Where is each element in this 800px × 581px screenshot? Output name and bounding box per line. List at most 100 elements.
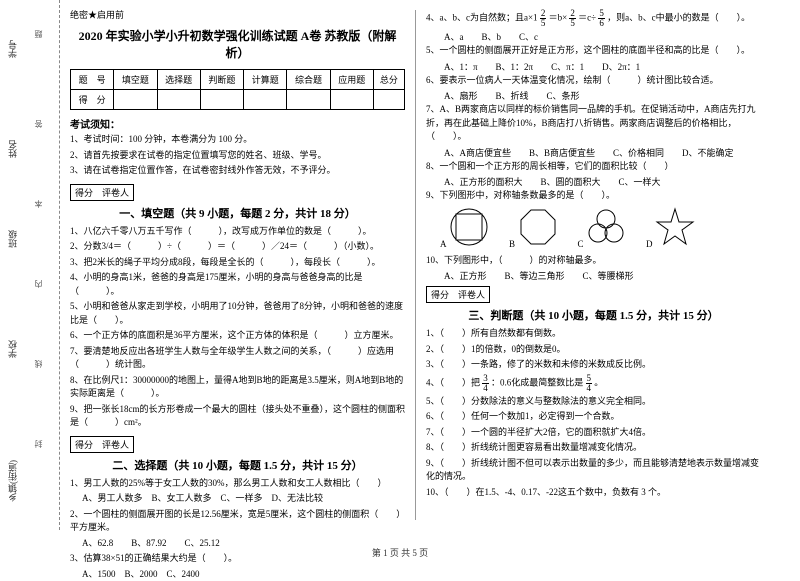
q1: 1、八亿六千零八万五千写作（ ），改写成万作单位的数是（ ）。 — [70, 225, 405, 239]
guide-char: 封 — [33, 440, 44, 448]
label-class: 班级 — [6, 230, 19, 248]
section2-title: 二、选择题（共 10 小题，每题 1.5 分，共计 15 分） — [70, 457, 405, 473]
rq4: 4、a、b、c为自然数；且a×1 25 ＝b× 25 ＝c÷ 56 ，则a、b、… — [426, 9, 761, 28]
q2: 2、分数3/4＝（ ）÷（ ）＝（ ）／24＝（ ）（小数）。 — [70, 240, 405, 254]
q4: 4、小明的身高1米，爸爸的身高是175厘米，小明的身高与爸爸身高的比是（ ）。 — [70, 271, 405, 298]
notice-heading: 考试须知： — [70, 116, 405, 131]
square-in-circle-icon — [449, 207, 489, 247]
page-footer: 第 1 页 共 5 页 — [0, 546, 800, 559]
s2q2: 2、一个圆柱的侧面展开图的长是12.56厘米，宽是5厘米，这个圆柱的侧面积（ ）… — [70, 508, 405, 535]
j5: 5、（ ）分数除法的意义与整数除法的意义完全相同。 — [426, 395, 761, 409]
s2q3-options: A、1500 B、2000 C、2400 — [70, 568, 405, 581]
s2q1: 1、男工人数的25%等于女工人数的30%，那么男工人数和女工人数相比（ ） — [70, 477, 405, 491]
label-id: 学号 — [6, 40, 19, 58]
q8: 8、在比例尺1：30000000的地图上，量得A地到B地的距离是3.5厘米，则A… — [70, 374, 405, 401]
section3-title: 三、判断题（共 10 小题，每题 1.5 分，共计 15 分） — [426, 307, 761, 323]
rq4-c: ＝c÷ — [578, 13, 596, 23]
star-icon — [655, 207, 695, 247]
section1-title: 一、填空题（共 9 小题，每题 2 分，共计 18 分） — [70, 205, 405, 221]
rq4-options: A、a B、b C、c — [426, 30, 761, 43]
j10: 10、（ ）在1.5、-4、0.17、-22这五个数中，负数有 3 个。 — [426, 486, 761, 500]
shape-a: A — [440, 207, 489, 250]
scorer-box: 得分 评卷人 — [426, 286, 490, 303]
shape-label-c: C — [578, 239, 584, 249]
th: 题 号 — [71, 70, 114, 90]
left-column: 绝密★启用前 2020 年实验小学小升初数学强化训练试题 A卷 苏教版（附解析）… — [60, 0, 415, 530]
frac-5-4: 54 — [586, 374, 593, 393]
three-circles-icon — [586, 207, 626, 247]
j8: 8、（ ）折线统计图更容易看出数量增减变化情况。 — [426, 441, 761, 455]
rq4-b: ＝b× — [549, 13, 568, 23]
rq7: 7、A、B两家商店以同样的标价销售同一品牌的手机。在促销活动中，A商店先打九折，… — [426, 103, 761, 144]
octagon-icon — [518, 207, 558, 247]
frac-3-4: 34 — [482, 374, 489, 393]
q9: 9、把一张长18cm的长方形卷成一个最大的圆柱（接头处不重叠），这个圆柱的侧面积… — [70, 403, 405, 430]
j4-a: 4、（ ）把 — [426, 377, 480, 387]
q3: 3、把2米长的绳子平均分成8段，每段是全长的（ ），每段长（ ）。 — [70, 256, 405, 270]
rq8: 8、一个圆和一个正方形的周长相等，它们的面积比较（ ） — [426, 160, 761, 174]
j4-c: 。 — [594, 377, 603, 387]
page-container: 绝密★启用前 2020 年实验小学小升初数学强化训练试题 A卷 苏教版（附解析）… — [0, 0, 800, 530]
j6: 6、（ ）任何一个数加1，必定得到一个合数。 — [426, 410, 761, 424]
shape-options: A B C D — [440, 207, 761, 250]
s2q1-options: A、男工人数多 B、女工人数多 C、一样多 D、无法比较 — [70, 492, 405, 506]
rq4-a: 4、a、b、c为自然数；且a×1 — [426, 13, 538, 23]
rq7-options: A、A商店便宜些 B、B商店便宜些 C、价格相同 D、不能确定 — [426, 146, 761, 159]
shape-label-b: B — [509, 239, 515, 249]
rq10-options: A、正方形 B、等边三角形 C、等腰梯形 — [426, 269, 761, 282]
shape-d: D — [646, 207, 695, 250]
shape-label-a: A — [440, 239, 447, 249]
frac-5-6: 56 — [598, 9, 605, 28]
label-name: 姓名 — [6, 140, 19, 158]
label-school: 学校 — [6, 340, 19, 358]
j1: 1、（ ）所有自然数都有倒数。 — [426, 327, 761, 341]
q5: 5、小明和爸爸从家走到学校，小明用了10分钟，爸爸用了8分钟，小明和爸爸的速度比… — [70, 300, 405, 327]
th: 综合题 — [287, 70, 330, 90]
th: 应用题 — [330, 70, 373, 90]
guide-char: 题 — [33, 30, 44, 38]
j2: 2、（ ）1的倍数，0的倒数是0。 — [426, 343, 761, 357]
td: 得 分 — [71, 90, 114, 110]
frac-2-5: 25 — [540, 9, 547, 28]
table-row: 题 号 填空题 选择题 判断题 计算题 综合题 应用题 总分 — [71, 70, 405, 90]
notice-item: 2、请首先按要求在试卷的指定位置填写您的姓名、班级、学号。 — [70, 149, 405, 163]
rq6: 6、要表示一位病人一天体温变化情况，绘制（ ）统计图比较合适。 — [426, 74, 761, 88]
q6: 6、一个正方体的底面积是36平方厘米，这个正方体的体积是（ ）立方厘米。 — [70, 329, 405, 343]
shape-b: B — [509, 207, 558, 250]
binding-margin: 学号 姓名 班级 学校 乡镇(街道) 题 答 本 内 线 封 — [0, 0, 60, 530]
scorer-box: 得分 评卷人 — [70, 184, 134, 201]
frac-2-5: 25 — [569, 9, 576, 28]
td — [114, 90, 157, 110]
shape-c: C — [578, 207, 627, 250]
j3: 3、（ ）一条路，修了的米数和未修的米数成反比例。 — [426, 358, 761, 372]
right-column: 4、a、b、c为自然数；且a×1 25 ＝b× 25 ＝c÷ 56 ，则a、b、… — [416, 0, 771, 530]
score-table: 题 号 填空题 选择题 判断题 计算题 综合题 应用题 总分 得 分 — [70, 69, 405, 110]
j7: 7、（ ）一个圆的半径扩大2倍，它的面积就扩大4倍。 — [426, 426, 761, 440]
shape-label-d: D — [646, 239, 653, 249]
j9: 9、（ ）折线统计图不但可以表示出数量的多少，而且能够清楚地表示数量增减变化的情… — [426, 457, 761, 484]
guide-char: 答 — [33, 120, 44, 128]
j4: 4、（ ）把 34 ：0.6化成最简整数比是 54 。 — [426, 374, 761, 393]
rq9: 9、下列图形中，对称轴条数最多的是（ ）。 — [426, 189, 761, 203]
th: 总分 — [373, 70, 404, 90]
guide-char: 内 — [33, 280, 44, 288]
table-row: 得 分 — [71, 90, 405, 110]
rq6-options: A、扇形 B、折线 C、条形 — [426, 89, 761, 102]
guide-char: 本 — [33, 200, 44, 208]
exam-title: 2020 年实验小学小升初数学强化训练试题 A卷 苏教版（附解析） — [70, 27, 405, 61]
rq10: 10、下列图形中，（ ）的对称轴最多。 — [426, 254, 761, 268]
j4-b: ：0.6化成最简整数比是 — [491, 377, 583, 387]
th: 选择题 — [157, 70, 200, 90]
th: 填空题 — [114, 70, 157, 90]
th: 判断题 — [200, 70, 243, 90]
label-town: 乡镇(街道) — [6, 460, 19, 502]
secret-mark: 绝密★启用前 — [70, 8, 405, 21]
rq5: 5、一个圆柱的侧面展开正好是正方形，这个圆柱的底面半径和高的比是（ ）。 — [426, 44, 761, 58]
rq4-d: ，则a、b、c中最小的数是（ ）。 — [607, 13, 750, 23]
q7: 7、要清楚地反应出各班学生人数与全年级学生人数之间的关系，（ ）应选用（ ）统计… — [70, 345, 405, 372]
notice-item: 1、考试时间：100 分钟，本卷满分为 100 分。 — [70, 133, 405, 147]
rq5-options: A、1：π B、1：2π C、π：1 D、2π：1 — [426, 60, 761, 73]
guide-char: 线 — [33, 360, 44, 368]
notice-item: 3、请在试卷指定位置作答，在试卷密封线外作答无效，不予评分。 — [70, 164, 405, 178]
th: 计算题 — [244, 70, 287, 90]
